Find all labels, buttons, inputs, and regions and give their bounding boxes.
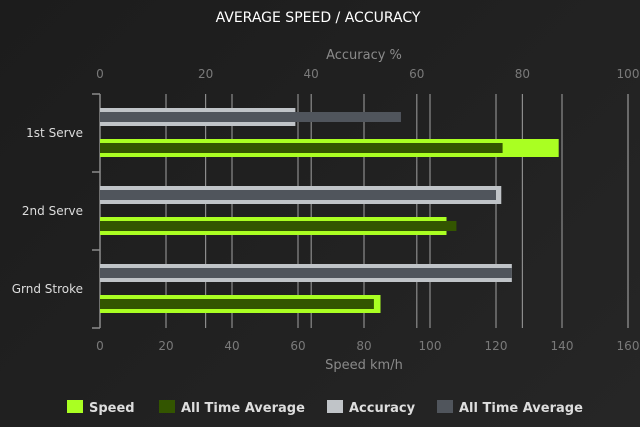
legend-swatch <box>67 400 83 413</box>
category-label: Grnd Stroke <box>12 282 83 296</box>
legend-swatch <box>327 400 343 413</box>
bar-speed-all-time-average <box>100 221 457 231</box>
bottom-tick-label: 0 <box>96 339 104 353</box>
chart-title: AVERAGE SPEED / ACCURACY <box>216 10 421 26</box>
top-tick-label: 40 <box>304 67 319 81</box>
bottom-tick-label: 120 <box>485 339 508 353</box>
category-label: 1st Serve <box>26 126 83 140</box>
bar-accuracy-all-time-average <box>100 268 512 278</box>
legend-label[interactable]: All Time Average <box>181 401 305 416</box>
bottom-tick-label: 160 <box>617 339 640 353</box>
bottom-tick-label: 140 <box>551 339 574 353</box>
legend-label[interactable]: Speed <box>89 401 135 416</box>
category-label: 2nd Serve <box>22 204 83 218</box>
legend-swatch <box>159 400 175 413</box>
legend-label[interactable]: Accuracy <box>349 401 416 416</box>
bottom-tick-label: 80 <box>356 339 371 353</box>
bar-speed-all-time-average <box>100 143 503 153</box>
top-tick-label: 60 <box>409 67 424 81</box>
top-tick-label: 80 <box>515 67 530 81</box>
bottom-tick-label: 100 <box>419 339 442 353</box>
legend-label[interactable]: All Time Average <box>459 401 583 416</box>
bar-accuracy-all-time-average <box>100 112 401 122</box>
bar-accuracy-all-time-average <box>100 190 496 200</box>
top-axis-label: Accuracy % <box>326 48 402 63</box>
bar-speed-all-time-average <box>100 299 374 309</box>
top-tick-label: 100 <box>617 67 640 81</box>
legend: Speed All Time Average Accuracy All Time Av… <box>67 400 583 416</box>
top-tick-label: 20 <box>198 67 213 81</box>
bottom-tick-label: 20 <box>158 339 173 353</box>
top-tick-label: 0 <box>96 67 104 81</box>
bottom-tick-label: 40 <box>224 339 239 353</box>
bottom-axis-label: Speed km/h <box>325 358 403 373</box>
legend-swatch <box>437 400 453 413</box>
bottom-tick-label: 60 <box>290 339 305 353</box>
